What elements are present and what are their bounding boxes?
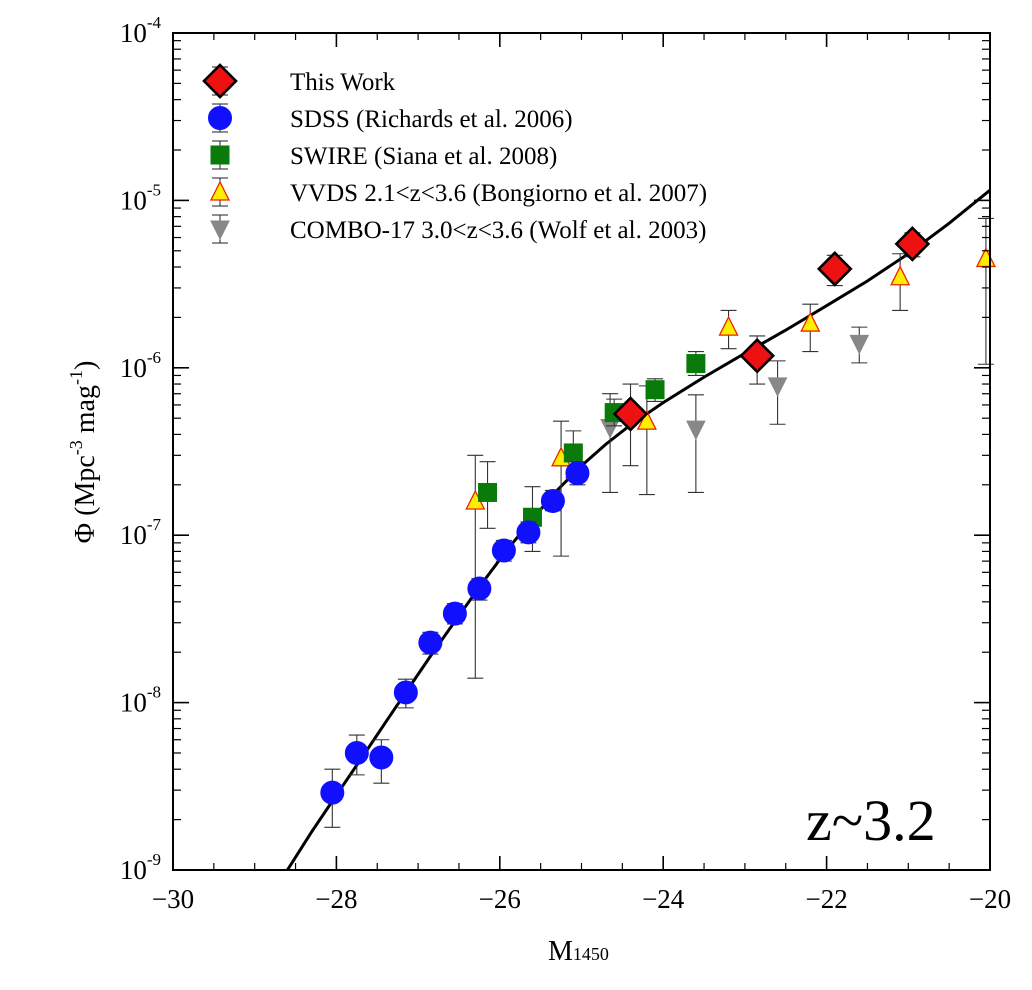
y-tick-exponent: -7	[147, 515, 162, 534]
legend-marker	[202, 63, 238, 99]
y-axis-title-part1: Φ (Mpc	[70, 455, 101, 543]
y-tick-base: 10	[120, 688, 147, 718]
y-tick-base: 10	[120, 520, 147, 550]
data-point	[767, 377, 788, 397]
y-tick-label: 10-4	[120, 13, 162, 48]
legend-entry: SDSS (Richards et al. 2006)	[208, 103, 573, 133]
data-point	[612, 396, 649, 432]
fit-line-layer	[286, 189, 990, 870]
x-tick-label: −30	[152, 884, 194, 914]
legend-label: SWIRE (Siana et al. 2008)	[290, 143, 557, 170]
legend-label: VVDS 2.1<z<3.6 (Bongiorno et al. 2007)	[290, 180, 707, 207]
data-point	[563, 443, 583, 463]
data-point	[816, 251, 853, 287]
y-tick-label: 10-5	[120, 180, 161, 215]
y-tick-exponent: -5	[147, 180, 161, 199]
y-tick-label: 10-7	[120, 515, 162, 550]
y-tick-exponent: -6	[147, 348, 161, 367]
legend-marker	[208, 106, 232, 130]
legend-marker	[210, 145, 230, 165]
data-point	[800, 311, 821, 332]
data-point	[890, 265, 911, 286]
redshift-annotation: z~3.2	[806, 788, 936, 853]
series-circle	[320, 461, 590, 828]
data-point	[718, 315, 739, 336]
legend-label: SDSS (Richards et al. 2006)	[290, 106, 573, 133]
x-tick-label: −24	[642, 884, 685, 914]
data-point	[442, 601, 467, 626]
data-point	[478, 482, 498, 502]
y-tick-base: 10	[120, 18, 147, 48]
y-tick-label: 10-9	[120, 850, 161, 885]
data-point	[686, 420, 706, 441]
data-point	[739, 337, 775, 374]
y-tick-base: 10	[120, 185, 147, 215]
series-diamond	[612, 226, 931, 467]
data-point	[418, 630, 443, 655]
y-axis-title: Φ (Mpc-3 mag-1)	[66, 361, 101, 544]
fit-curve	[286, 189, 990, 870]
legend-entry: This Work	[202, 63, 396, 99]
legend-entry: COMBO-17 3.0<z<3.6 (Wolf et al. 2003)	[210, 214, 706, 244]
data-point	[686, 354, 706, 374]
data-point	[369, 745, 394, 770]
legend-label: This Work	[290, 69, 396, 96]
y-tick-label: 10-8	[120, 683, 161, 718]
data-point	[320, 780, 345, 805]
y-tick-base: 10	[120, 353, 147, 383]
x-axis-title-sub: 1450	[573, 944, 609, 964]
x-tick-label: −20	[969, 884, 1011, 914]
x-tick-label: −28	[315, 884, 357, 914]
legend-marker	[210, 220, 230, 241]
x-tick-label: −26	[479, 884, 521, 914]
y-axis-title-part3: )	[70, 361, 101, 370]
data-point	[645, 380, 665, 400]
data-point	[565, 461, 590, 486]
legend-label: COMBO-17 3.0<z<3.6 (Wolf et al. 2003)	[290, 217, 706, 244]
data-point	[344, 740, 369, 765]
data-points-layer	[320, 217, 996, 828]
series-triangle-up	[465, 217, 996, 679]
data-point	[540, 489, 565, 514]
y-tick-exponent: -9	[147, 850, 161, 869]
x-axis-title-main: M	[548, 936, 573, 967]
series-square	[478, 351, 706, 552]
axis-ticks-layer: −30 −28 −26 −24 −22 −2010-410-510-610-710-810…	[120, 13, 1011, 914]
y-tick-exponent: -8	[147, 683, 161, 702]
legend-entry: SWIRE (Siana et al. 2008)	[210, 140, 557, 170]
y-tick-label: 10-6	[120, 348, 161, 383]
x-axis-title: M1450	[548, 936, 609, 967]
data-point	[894, 226, 931, 262]
data-point	[516, 520, 541, 545]
x-tick-label: −22	[805, 884, 847, 914]
data-point	[491, 538, 516, 563]
legend-marker	[209, 180, 231, 201]
y-tick-exponent: -4	[147, 13, 162, 32]
y-axis-title-part2: mag	[70, 385, 101, 440]
data-point	[849, 334, 870, 355]
y-axis-title-sup2: -1	[66, 370, 86, 385]
y-tick-base: 10	[120, 855, 147, 885]
data-point	[636, 409, 657, 430]
series-triangle-down	[600, 326, 870, 494]
legend: This Work SDSS (Richards et al. 2006) SWIR…	[202, 63, 707, 244]
legend-entry: VVDS 2.1<z<3.6 (Bongiorno et al. 2007)	[209, 177, 707, 207]
y-axis-title-sup1: -3	[66, 440, 86, 455]
data-point	[393, 680, 418, 705]
data-point	[467, 576, 492, 601]
